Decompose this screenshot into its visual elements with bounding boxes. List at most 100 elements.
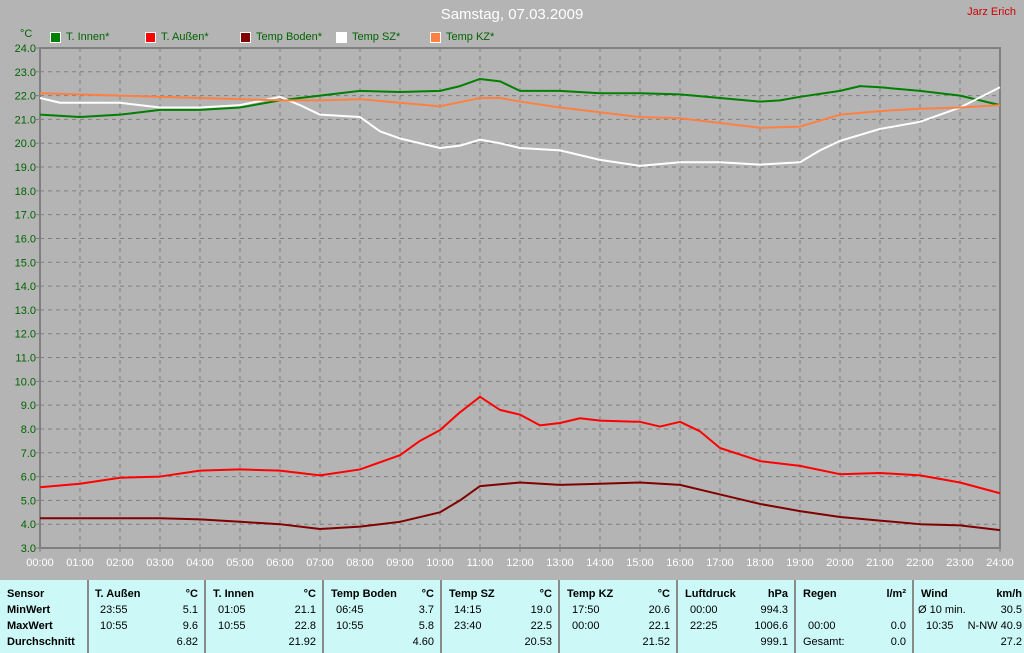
y-tick-label: 24.0 bbox=[15, 43, 36, 55]
table-cell: 6.82 bbox=[176, 636, 198, 648]
table-cell: 5.1 bbox=[182, 604, 198, 616]
table-cell: °C bbox=[185, 588, 198, 600]
x-tick-label: 01:00 bbox=[66, 557, 94, 569]
table-cell: 999.1 bbox=[760, 636, 788, 648]
legend-item: T. Innen* bbox=[50, 31, 109, 43]
x-tick-label: 09:00 bbox=[386, 557, 414, 569]
legend-label: T. Außen* bbox=[161, 31, 209, 43]
table-cell: 10:55 bbox=[100, 620, 128, 632]
table-cell: 3.7 bbox=[418, 604, 434, 616]
legend-swatch bbox=[430, 31, 441, 43]
stat-column: T. Innen °C 01:05 21.1 10:55 22.8 21.92 bbox=[206, 580, 324, 653]
table-cell: 20.53 bbox=[524, 636, 552, 648]
plot-frame bbox=[39, 47, 1001, 549]
y-tick-label: 7.0 bbox=[21, 448, 36, 460]
table-cell: 4.60 bbox=[412, 636, 434, 648]
table-cell: 22:25 bbox=[690, 620, 718, 632]
x-tick-label: 12:00 bbox=[506, 557, 534, 569]
table-cell: 10:55 bbox=[336, 620, 364, 632]
y-tick-label: 23.0 bbox=[15, 67, 36, 79]
stat-column: T. Außen °C 23:55 5.1 10:55 9.6 6.82 bbox=[88, 580, 206, 653]
x-tick-label: 14:00 bbox=[586, 557, 614, 569]
y-tick-label: 10.0 bbox=[15, 376, 36, 388]
table-cell: 20.6 bbox=[648, 604, 670, 616]
table-cell: Temp KZ bbox=[567, 588, 614, 600]
table-cell: Sensor bbox=[7, 588, 45, 600]
y-tick-label: 6.0 bbox=[21, 472, 36, 484]
table-cell: 1006.6 bbox=[754, 620, 788, 632]
x-tick-label: 18:00 bbox=[746, 557, 774, 569]
x-tick-label: 06:00 bbox=[266, 557, 294, 569]
y-tick-label: 21.0 bbox=[15, 114, 36, 126]
x-tick-label: 15:00 bbox=[626, 557, 654, 569]
x-tick-label: 00:00 bbox=[26, 557, 54, 569]
y-tick-label: 22.0 bbox=[15, 91, 36, 103]
legend-item: Temp KZ* bbox=[430, 31, 494, 43]
table-cell: T. Innen bbox=[213, 588, 254, 600]
y-tick-label: 13.0 bbox=[15, 305, 36, 317]
series-line-3 bbox=[39, 86, 1001, 167]
x-tick-label: 19:00 bbox=[786, 557, 814, 569]
chart-title: Samstag, 07.03.2009 bbox=[440, 6, 584, 23]
table-cell: Durchschnitt bbox=[7, 636, 75, 648]
line-chart: 3.0 4.0 5.0 6.0 7.0 8.0 9.0 10.0 11.0 12.0 13.0 14.… bbox=[15, 28, 1014, 569]
y-tick-label: 16.0 bbox=[15, 233, 36, 245]
x-tick-label: 08:00 bbox=[346, 557, 374, 569]
stat-column: Regen l/m² 00:00 0.0 Gesamt: 0.0 bbox=[796, 580, 914, 653]
x-tick-label: 07:00 bbox=[306, 557, 334, 569]
table-cell: 30.5 bbox=[1000, 604, 1022, 616]
table-cell: 14:15 bbox=[454, 604, 482, 616]
series-line-2 bbox=[40, 481, 1001, 532]
legend-swatch bbox=[145, 31, 156, 43]
table-cell: 19.0 bbox=[530, 604, 552, 616]
y-tick-label: 11.0 bbox=[15, 353, 36, 365]
y-tick-label: 3.0 bbox=[21, 543, 36, 555]
legend-label: T. Innen* bbox=[66, 31, 110, 43]
table-cell: 21.52 bbox=[642, 636, 670, 648]
x-tick-label: 10:00 bbox=[426, 557, 454, 569]
stat-column: Temp KZ °C 17:50 20.6 00:00 22.1 21.52 bbox=[560, 580, 678, 653]
table-cell: hPa bbox=[767, 588, 788, 600]
legend-item: Temp Boden* bbox=[240, 31, 322, 43]
table-cell: Gesamt: bbox=[803, 636, 845, 648]
row-labels-column: Sensor MinWert MaxWert Durchschnitt bbox=[0, 580, 89, 653]
table-cell: 10:55 bbox=[218, 620, 246, 632]
legend-label: Temp KZ* bbox=[446, 31, 495, 43]
author-label: Jarz Erich bbox=[967, 6, 1016, 18]
x-tick-label: 16:00 bbox=[666, 557, 694, 569]
x-tick-label: 17:00 bbox=[706, 557, 734, 569]
y-axis-label: °C bbox=[20, 28, 32, 40]
series-line-0 bbox=[39, 77, 1001, 119]
statistics-table: Sensor MinWert MaxWert Durchschnitt T. Außen… bbox=[0, 580, 1024, 653]
table-cell: 06:45 bbox=[336, 604, 364, 616]
table-cell: °C bbox=[539, 588, 552, 600]
stat-column: Temp SZ °C 14:15 19.0 23:40 22.5 20.53 bbox=[442, 580, 560, 653]
table-cell: 21.92 bbox=[288, 636, 316, 648]
legend-item: T. Außen* bbox=[145, 31, 209, 43]
table-cell: 00:00 bbox=[808, 620, 836, 632]
table-cell: N-NW 40.9 bbox=[967, 620, 1022, 632]
legend-label: Temp Boden* bbox=[256, 31, 323, 43]
y-tick-label: 5.0 bbox=[21, 495, 36, 507]
x-tick-label: 04:00 bbox=[186, 557, 214, 569]
table-cell: 21.1 bbox=[294, 604, 316, 616]
x-tick-label: 13:00 bbox=[546, 557, 574, 569]
table-cell: °C bbox=[421, 588, 434, 600]
y-tick-label: 4.0 bbox=[21, 519, 36, 531]
table-cell: 22.8 bbox=[294, 620, 316, 632]
table-cell: 00:00 bbox=[572, 620, 600, 632]
table-cell: 994.3 bbox=[760, 604, 788, 616]
legend-swatch bbox=[240, 31, 251, 43]
y-tick-label: 8.0 bbox=[21, 424, 36, 436]
table-cell: Wind bbox=[921, 588, 948, 600]
x-tick-label: 24:00 bbox=[986, 557, 1014, 569]
table-cell: °C bbox=[303, 588, 316, 600]
y-tick-label: 9.0 bbox=[21, 400, 36, 412]
legend-swatch bbox=[336, 31, 347, 43]
y-tick-label: 19.0 bbox=[15, 162, 36, 174]
table-cell: 23:40 bbox=[454, 620, 482, 632]
table-cell: l/m² bbox=[886, 588, 906, 600]
x-tick-label: 11:00 bbox=[467, 557, 494, 569]
y-tick-label: 12.0 bbox=[15, 329, 36, 341]
x-tick-label: 20:00 bbox=[826, 557, 854, 569]
